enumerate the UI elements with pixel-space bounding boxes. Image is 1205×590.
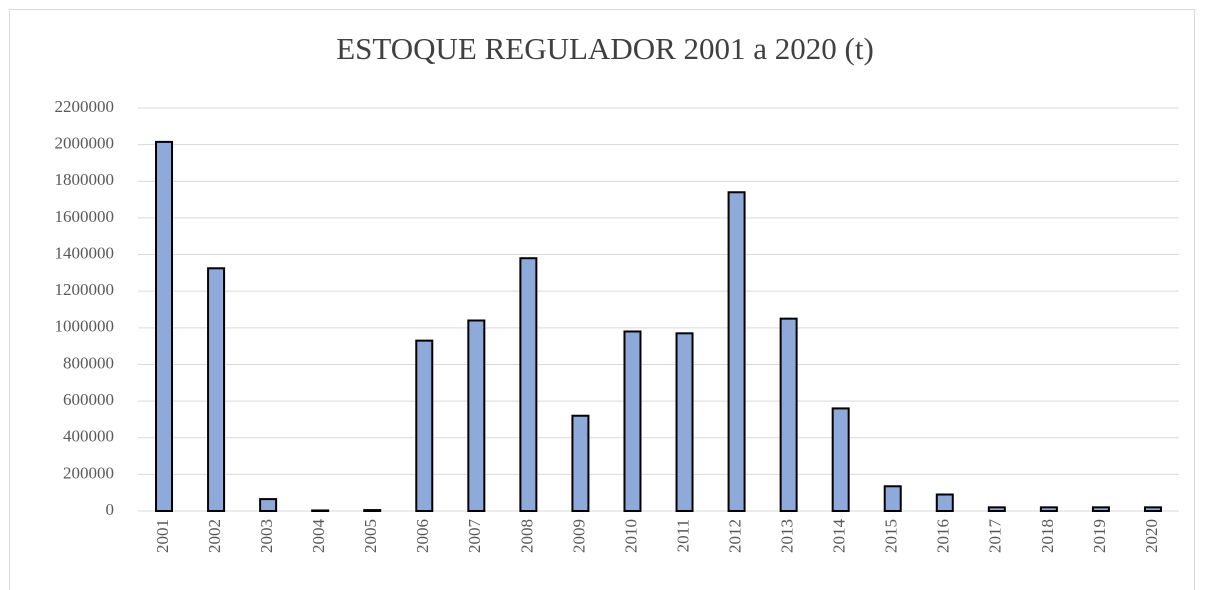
- bar: [571, 414, 590, 512]
- y-tick-label: 0: [106, 500, 115, 519]
- x-tick-label: 2016: [934, 519, 953, 553]
- x-tick-label: 2013: [778, 519, 797, 553]
- bar: [1091, 506, 1110, 513]
- y-tick-label: 400000: [63, 427, 114, 446]
- x-tick-label: 2001: [153, 519, 172, 553]
- y-tick-label: 1600000: [55, 207, 115, 226]
- chart-title: ESTOQUE REGULADOR 2001 a 2020 (t): [336, 31, 874, 66]
- bar: [935, 493, 954, 513]
- y-tick-label: 2200000: [55, 97, 115, 116]
- bar: [623, 330, 642, 512]
- x-tick-label: 2011: [673, 519, 692, 552]
- y-tick-label: 2000000: [55, 134, 115, 153]
- bar: [519, 257, 538, 512]
- bar: [1143, 506, 1162, 513]
- x-tick-label: 2014: [830, 519, 849, 554]
- bar: [831, 407, 850, 512]
- bar: [883, 485, 902, 512]
- x-tick-label: 2007: [465, 519, 484, 554]
- x-tick-label: 2003: [257, 519, 276, 553]
- x-tick-label: 2012: [725, 519, 744, 553]
- y-tick-label: 600000: [63, 390, 114, 409]
- x-tick-label: 2008: [517, 519, 536, 553]
- bar: [467, 319, 486, 512]
- y-tick-label: 1400000: [55, 243, 115, 262]
- bar: [987, 506, 1006, 513]
- x-tick-label: 2020: [1142, 519, 1161, 553]
- y-tick-label: 1200000: [55, 280, 115, 299]
- x-tick-label: 2015: [882, 519, 901, 553]
- chart-frame: [9, 9, 1195, 590]
- y-tick-label: 800000: [63, 353, 114, 372]
- y-tick-label: 1800000: [55, 170, 115, 189]
- bar: [727, 191, 746, 512]
- x-tick-label: 2006: [413, 519, 432, 553]
- bar: [1039, 506, 1058, 513]
- x-tick-label: 2002: [205, 519, 224, 553]
- x-tick-label: 2004: [309, 519, 328, 554]
- y-tick-label: 1000000: [55, 317, 115, 336]
- x-tick-label: 2018: [1038, 519, 1057, 553]
- bar: [155, 140, 174, 512]
- x-tick-label: 2010: [621, 519, 640, 553]
- bar: [259, 498, 278, 512]
- x-tick-label: 2005: [361, 519, 380, 553]
- bar: [363, 509, 382, 512]
- bar: [779, 317, 798, 512]
- x-tick-label: 2017: [986, 519, 1005, 554]
- bar: [311, 509, 330, 512]
- x-tick-label: 2019: [1090, 519, 1109, 553]
- bar: [207, 267, 226, 512]
- bar: [675, 332, 694, 512]
- y-tick-label: 200000: [63, 463, 114, 482]
- x-tick-label: 2009: [569, 519, 588, 553]
- bar: [415, 339, 434, 512]
